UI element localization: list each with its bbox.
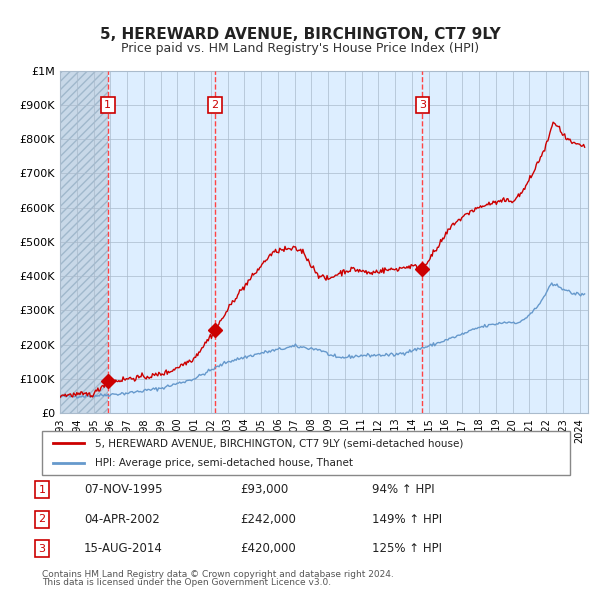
Text: 5, HEREWARD AVENUE, BIRCHINGTON, CT7 9LY: 5, HEREWARD AVENUE, BIRCHINGTON, CT7 9LY bbox=[100, 27, 500, 41]
Text: HPI: Average price, semi-detached house, Thanet: HPI: Average price, semi-detached house,… bbox=[95, 458, 353, 467]
Text: 1: 1 bbox=[104, 100, 111, 110]
Text: £93,000: £93,000 bbox=[240, 483, 288, 496]
Text: Price paid vs. HM Land Registry's House Price Index (HPI): Price paid vs. HM Land Registry's House … bbox=[121, 42, 479, 55]
Text: 15-AUG-2014: 15-AUG-2014 bbox=[84, 542, 163, 555]
FancyBboxPatch shape bbox=[42, 431, 570, 475]
Bar bbox=[60, 71, 108, 413]
Text: £242,000: £242,000 bbox=[240, 513, 296, 526]
Text: 125% ↑ HPI: 125% ↑ HPI bbox=[372, 542, 442, 555]
Text: £420,000: £420,000 bbox=[240, 542, 296, 555]
Text: 04-APR-2002: 04-APR-2002 bbox=[84, 513, 160, 526]
Text: 1: 1 bbox=[38, 485, 46, 494]
Text: 5, HEREWARD AVENUE, BIRCHINGTON, CT7 9LY (semi-detached house): 5, HEREWARD AVENUE, BIRCHINGTON, CT7 9LY… bbox=[95, 438, 463, 448]
Text: Contains HM Land Registry data © Crown copyright and database right 2024.: Contains HM Land Registry data © Crown c… bbox=[42, 570, 394, 579]
Text: 2: 2 bbox=[211, 100, 218, 110]
Text: 3: 3 bbox=[38, 544, 46, 553]
Text: This data is licensed under the Open Government Licence v3.0.: This data is licensed under the Open Gov… bbox=[42, 578, 331, 587]
Text: 3: 3 bbox=[419, 100, 426, 110]
Text: 07-NOV-1995: 07-NOV-1995 bbox=[84, 483, 163, 496]
Text: 2: 2 bbox=[38, 514, 46, 524]
Text: 94% ↑ HPI: 94% ↑ HPI bbox=[372, 483, 434, 496]
Text: 149% ↑ HPI: 149% ↑ HPI bbox=[372, 513, 442, 526]
